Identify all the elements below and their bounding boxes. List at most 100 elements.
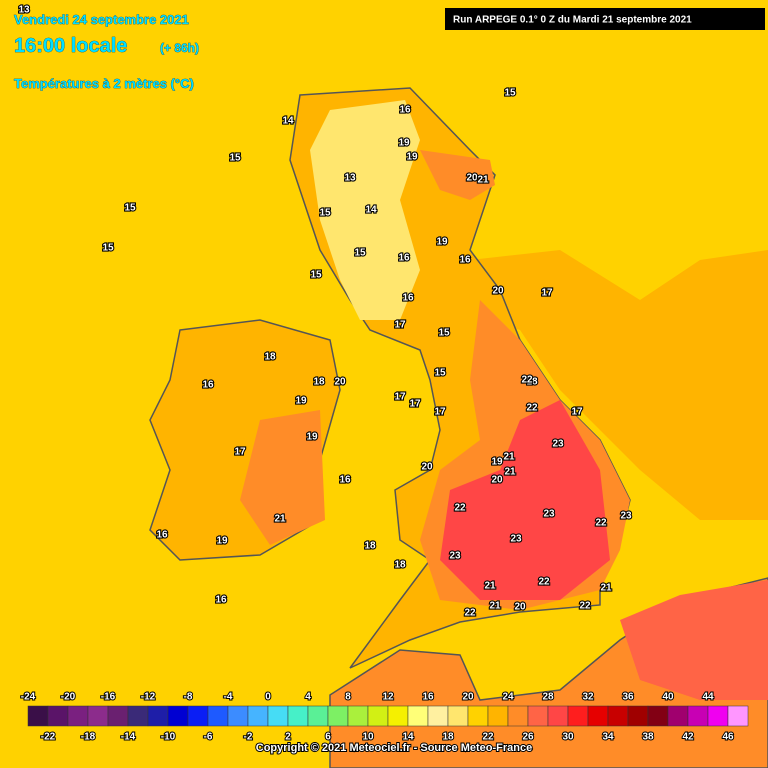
temp-label: 17	[394, 320, 406, 331]
temp-label: 16	[202, 380, 214, 391]
legend-swatch	[427, 705, 449, 727]
legend-swatch	[387, 705, 409, 727]
temp-label: 17	[409, 399, 421, 410]
legend-tick-top: 40	[662, 692, 674, 703]
legend-swatch	[547, 705, 569, 727]
legend-swatch	[667, 705, 689, 727]
legend-tick-bottom: -10	[161, 732, 176, 743]
legend-swatch	[287, 705, 309, 727]
legend-swatch	[407, 705, 429, 727]
temp-label: 19	[216, 536, 228, 547]
temp-label: 22	[521, 375, 533, 386]
temp-label: 16	[156, 530, 168, 541]
temp-label: 21	[477, 175, 489, 186]
temp-label: 20	[491, 475, 503, 486]
temp-label: 15	[438, 328, 450, 339]
legend-swatch	[27, 705, 49, 727]
temp-label: 22	[579, 601, 591, 612]
temp-label: 15	[504, 88, 516, 99]
copyright: Copyright © 2021 Meteociel.fr - Source M…	[256, 742, 532, 754]
temp-label: 14	[282, 116, 294, 127]
temp-label: 20	[466, 173, 478, 184]
run: Run ARPEGE 0.1° 0 Z du Mardi 21 septembr…	[453, 15, 692, 26]
temp-label: 18	[264, 352, 276, 363]
legend-swatch	[147, 705, 169, 727]
legend-swatch	[167, 705, 189, 727]
legend-tick-top: 36	[622, 692, 634, 703]
temp-label: 18	[394, 560, 406, 571]
legend-tick-bottom: 14	[402, 732, 414, 743]
temp-label: 20	[492, 286, 504, 297]
legend-swatch	[327, 705, 349, 727]
legend-tick-bottom: -22	[41, 732, 56, 743]
legend-tick-top: -24	[21, 692, 36, 703]
legend-swatch	[227, 705, 249, 727]
run-box	[445, 8, 765, 30]
legend-swatch	[347, 705, 369, 727]
legend-tick-bottom: 22	[482, 732, 494, 743]
date: Vendredi 24 septembre 2021	[14, 12, 189, 27]
legend-tick-bottom: 26	[522, 732, 534, 743]
legend-tick-bottom: -6	[204, 732, 213, 743]
temp-label: 19	[306, 432, 318, 443]
temp-label: 19	[436, 237, 448, 248]
temp-label: 19	[295, 396, 307, 407]
legend-swatch	[447, 705, 469, 727]
temp-label: 16	[459, 255, 471, 266]
legend-tick-top: 44	[702, 692, 714, 703]
legend-tick-top: 32	[582, 692, 594, 703]
legend-swatch	[307, 705, 329, 727]
temp-label: 13	[344, 173, 356, 184]
temp-label: 22	[464, 608, 476, 619]
legend-swatch	[107, 705, 129, 727]
legend-swatch	[647, 705, 669, 727]
temp-label: 23	[552, 439, 564, 450]
legend-tick-bottom: 46	[722, 732, 734, 743]
legend-swatch	[487, 705, 509, 727]
legend-swatch	[727, 705, 749, 727]
legend-swatch	[587, 705, 609, 727]
legend-tick-bottom: -14	[121, 732, 136, 743]
temp-label: 22	[454, 503, 466, 514]
highlands	[310, 100, 420, 320]
temp-label: 20	[514, 602, 526, 613]
temp-label: 13	[18, 5, 30, 16]
temp-label: 17	[434, 407, 446, 418]
temp-label: 20	[334, 377, 346, 388]
legend-tick-bottom: 30	[562, 732, 574, 743]
legend-swatch	[507, 705, 529, 727]
temp-label: 15	[229, 153, 241, 164]
legend-swatch	[687, 705, 709, 727]
legend-swatch	[367, 705, 389, 727]
temp-label: 16	[215, 595, 227, 606]
legend-swatch	[67, 705, 89, 727]
legend-tick-bottom: 42	[682, 732, 694, 743]
legend-tick-bottom: 18	[442, 732, 454, 743]
legend-swatch	[567, 705, 589, 727]
aberdeenshire	[420, 150, 495, 200]
legend-tick-bottom: 6	[325, 732, 331, 743]
legend-tick-top: -20	[61, 692, 76, 703]
temp-label: 23	[543, 509, 555, 520]
legend-swatch	[527, 705, 549, 727]
temp-label: 23	[449, 551, 461, 562]
legend-swatch	[187, 705, 209, 727]
temp-label: 17	[234, 447, 246, 458]
temp-label: 18	[364, 541, 376, 552]
legend-tick-top: 24	[502, 692, 514, 703]
temp-label: 21	[489, 601, 501, 612]
temp-label: 22	[526, 403, 538, 414]
legend-swatch	[207, 705, 229, 727]
legend-tick-top: 0	[265, 692, 271, 703]
temp-label: 22	[595, 518, 607, 529]
legend-swatch	[627, 705, 649, 727]
legend-swatch	[87, 705, 109, 727]
temp-label: 21	[503, 452, 515, 463]
temp-label: 16	[399, 105, 411, 116]
legend-tick-top: 20	[462, 692, 474, 703]
legend-swatch	[127, 705, 149, 727]
legend-tick-top: 16	[422, 692, 434, 703]
legend-swatch	[707, 705, 729, 727]
